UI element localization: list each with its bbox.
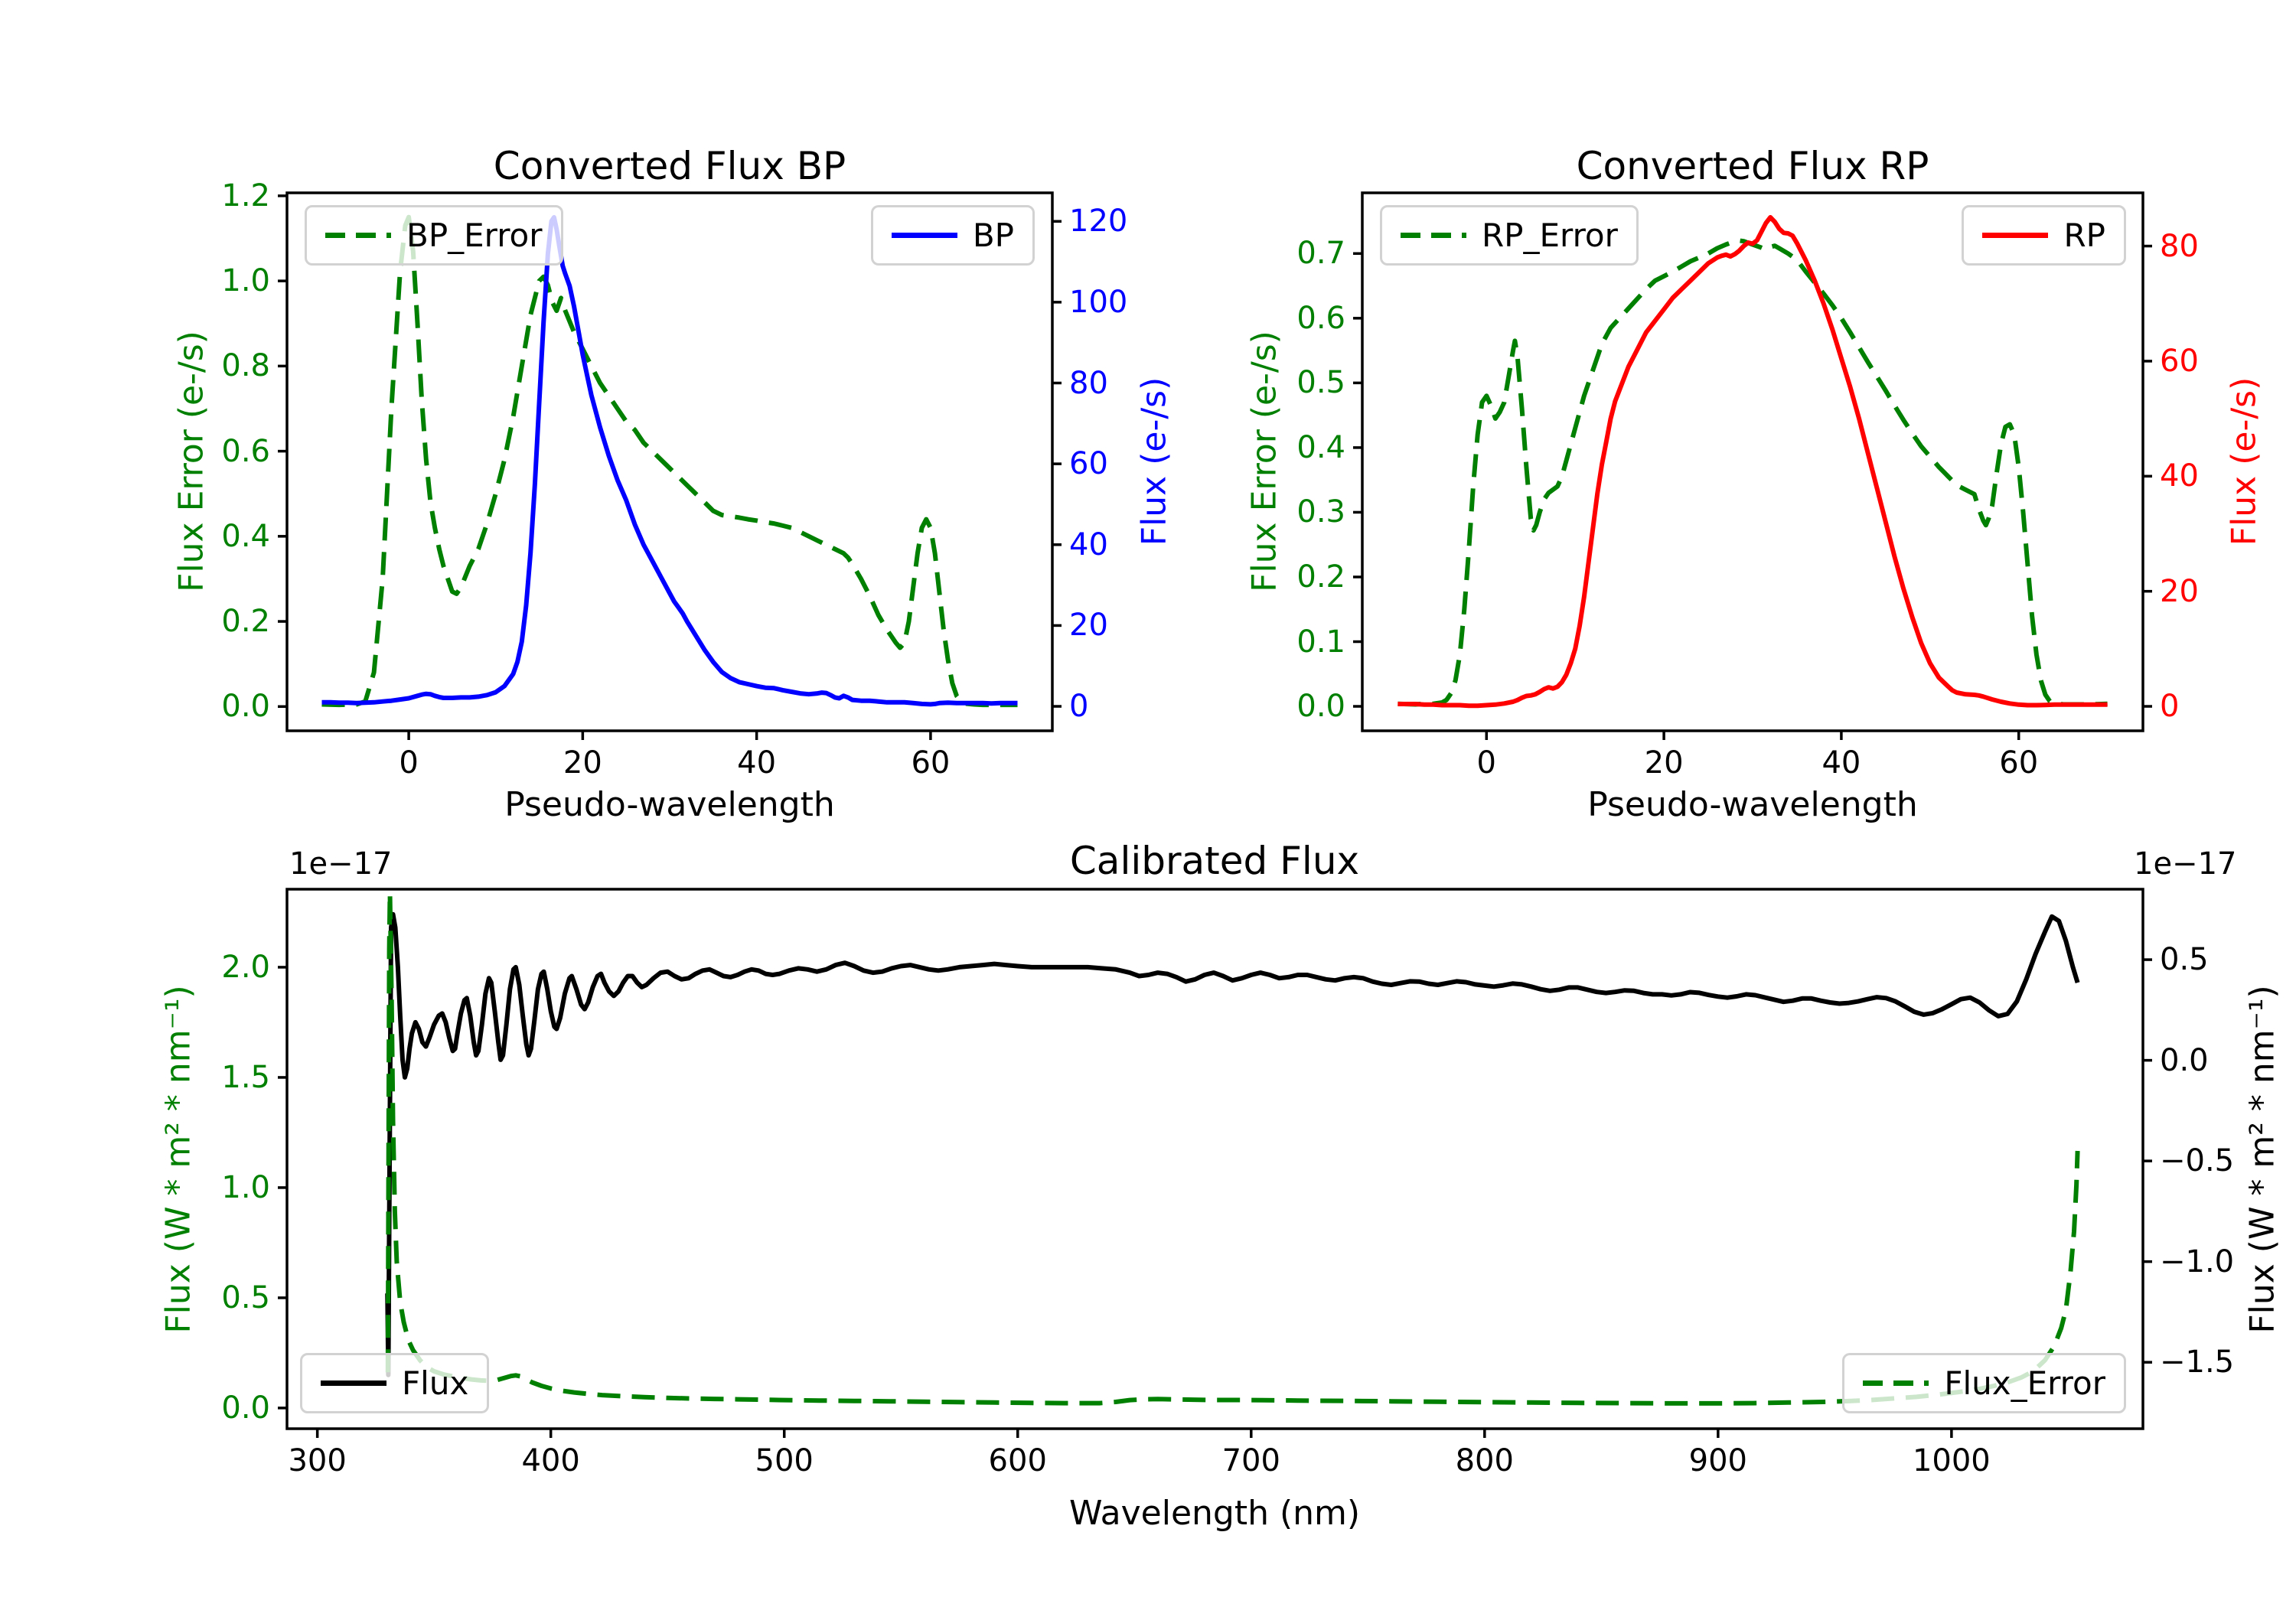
x-tick-label: 1000 [1912, 1443, 1991, 1478]
rp-xlabel: Pseudo-wavelength [1587, 785, 1918, 824]
cal-xlabel: Wavelength (nm) [1068, 1494, 1361, 1533]
x-tick-label: 0 [1476, 745, 1496, 781]
x-tick-label: 60 [911, 745, 951, 781]
x-tick-label: 0 [399, 745, 419, 781]
right-tick-label: −0.5 [2160, 1143, 2235, 1179]
series-BP_Error [321, 214, 1018, 708]
legend-label: Flux_Error [1944, 1364, 2105, 1402]
left-tick-label: 1.2 [221, 178, 270, 214]
legend-label: BP_Error [406, 217, 543, 254]
left-tick-label: 1.0 [221, 263, 270, 299]
left-tick-label: 0.0 [1296, 689, 1345, 725]
bp-xlabel: Pseudo-wavelength [504, 785, 835, 824]
x-tick-label: 20 [1644, 745, 1684, 781]
dashed-line-icon [1863, 1380, 1929, 1386]
right-tick-label: 0 [2160, 689, 2180, 725]
right-tick-label: 20 [2160, 573, 2199, 609]
flux-error-legend: Flux_Error [1842, 1353, 2126, 1413]
left-tick-label: 0.7 [1296, 236, 1345, 272]
right-tick-label: 0.5 [2160, 942, 2209, 978]
bp-legend: BP [870, 205, 1035, 266]
right-tick-label: −1.5 [2160, 1345, 2235, 1380]
calibrated-title: Calibrated Flux [1069, 839, 1360, 883]
left-tick-label: 2.0 [221, 949, 270, 985]
legend-label: RP [2063, 217, 2105, 254]
x-tick-label: 300 [288, 1443, 347, 1478]
series-BP [321, 215, 1018, 707]
left-tick-label: 0.6 [221, 433, 270, 469]
left-tick-label: 0.0 [221, 689, 270, 725]
right-tick-label: −1.0 [2160, 1244, 2235, 1279]
series-RP [1397, 215, 2108, 709]
left-tick-label: 0.2 [1296, 559, 1345, 595]
x-tick-label: 500 [755, 1443, 814, 1478]
rp-title: Converted Flux RP [1576, 144, 1929, 188]
left-tick-label: 1.5 [221, 1059, 270, 1095]
right-tick-label: 0 [1069, 689, 1089, 725]
x-tick-label: 40 [737, 745, 777, 781]
left-tick-label: 1.0 [221, 1169, 270, 1205]
right-scale-offset: 1e−17 [2134, 846, 2237, 882]
left-tick-label: 0.0 [221, 1390, 270, 1426]
x-tick-label: 800 [1455, 1443, 1514, 1478]
x-tick-label: 900 [1688, 1443, 1747, 1478]
right-tick-label: 60 [2160, 343, 2199, 379]
bp-error-legend: BP_Error [305, 205, 563, 266]
x-tick-label: 40 [1821, 745, 1861, 781]
series-Flux [385, 911, 2080, 1377]
left-tick-label: 0.5 [221, 1279, 270, 1315]
left-tick-label: 0.8 [221, 348, 270, 384]
legend-label: Flux [402, 1364, 469, 1402]
left-tick-label: 0.4 [221, 518, 270, 554]
right-tick-label: 80 [2160, 228, 2199, 264]
x-tick-label: 600 [988, 1443, 1047, 1478]
x-tick-label: 20 [563, 745, 602, 781]
legend-label: RP_Error [1482, 217, 1618, 254]
rp-error-legend: RP_Error [1380, 205, 1639, 266]
dashed-line-icon [325, 233, 391, 238]
right-tick-label: 0.0 [2160, 1042, 2209, 1078]
left-scale-offset: 1e−17 [289, 846, 393, 882]
flux-legend: Flux [300, 1353, 490, 1413]
left-tick-label: 0.4 [1296, 429, 1345, 465]
series-RP_Error [1397, 238, 2108, 707]
right-tick-label: 40 [2160, 458, 2199, 494]
right-tick-label: 120 [1069, 204, 1128, 240]
series-Flux_Error [385, 891, 2080, 1406]
left-tick-label: 0.3 [1296, 494, 1345, 530]
right-tick-label: 80 [1069, 365, 1108, 401]
x-tick-label: 400 [521, 1443, 580, 1478]
left-tick-label: 0.5 [1296, 365, 1345, 401]
dashed-line-icon [1401, 233, 1466, 238]
right-tick-label: 60 [1069, 446, 1108, 482]
bp-title: Converted Flux BP [493, 144, 846, 188]
solid-line-icon [1982, 233, 2049, 238]
left-tick-label: 0.2 [221, 604, 270, 640]
rp-legend: RP [1962, 205, 2126, 266]
legend-label: BP [972, 217, 1014, 254]
x-tick-label: 60 [1999, 745, 2039, 781]
left-tick-label: 0.6 [1296, 300, 1345, 336]
right-tick-label: 20 [1069, 608, 1108, 644]
right-tick-label: 40 [1069, 526, 1108, 562]
right-tick-label: 100 [1069, 284, 1128, 320]
x-tick-label: 700 [1221, 1443, 1280, 1478]
solid-line-icon [891, 233, 957, 238]
solid-line-icon [321, 1380, 386, 1386]
left-tick-label: 0.1 [1296, 624, 1345, 660]
